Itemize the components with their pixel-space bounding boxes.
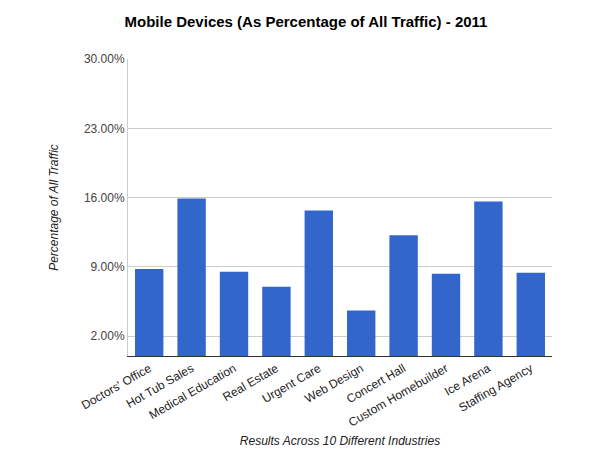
svg-text:Staffing Agency: Staffing Agency [456,361,535,415]
svg-text:Medical Education: Medical Education [147,361,239,422]
svg-text:16.00%: 16.00% [84,191,125,205]
svg-text:Web Design: Web Design [302,361,365,406]
svg-text:Ice Arena: Ice Arena [442,361,493,399]
svg-text:Mobile Devices (As Percentage: Mobile Devices (As Percentage of All Tra… [125,13,488,30]
svg-text:Real Estate: Real Estate [220,361,281,404]
svg-text:Hot Tub Sales: Hot Tub Sales [124,361,196,411]
svg-text:Results Across 10 Different In: Results Across 10 Different Industries [240,434,440,448]
svg-text:9.00%: 9.00% [91,260,125,274]
svg-text:Percentage of All Traffic: Percentage of All Traffic [47,144,61,271]
svg-text:Custom Homebuilder: Custom Homebuilder [346,361,451,429]
svg-text:Urgent Care: Urgent Care [260,361,324,406]
svg-text:30.00%: 30.00% [84,52,125,66]
svg-text:Concert Hall: Concert Hall [344,361,408,406]
svg-text:Doctors' Office: Doctors' Office [79,361,154,412]
svg-text:2.00%: 2.00% [91,329,125,343]
svg-text:23.00%: 23.00% [84,122,125,136]
